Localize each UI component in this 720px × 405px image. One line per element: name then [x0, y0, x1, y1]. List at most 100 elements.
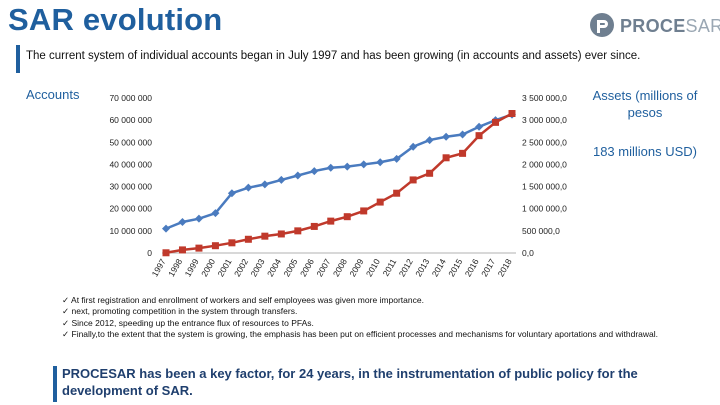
left-axis-tick-label: 40 000 000: [109, 159, 152, 169]
logo-bold: PROCE: [620, 16, 686, 36]
data-point-assets: [459, 149, 467, 157]
data-point-accounts: [409, 142, 418, 151]
data-point-assets: [409, 176, 417, 184]
bullet-text: next, promoting competition in the syste…: [71, 306, 298, 317]
right-axis-tick-label: 3 000 000,0: [522, 115, 567, 125]
data-point-accounts: [211, 209, 220, 218]
data-point-assets: [508, 110, 516, 117]
data-point-accounts: [475, 122, 484, 131]
data-point-accounts: [458, 130, 467, 139]
x-axis-tick-label: 2008: [331, 257, 349, 279]
subtitle-accent-bar: [16, 45, 20, 73]
x-axis-tick-label: 2016: [463, 257, 481, 279]
data-point-accounts: [244, 183, 253, 192]
data-point-assets: [343, 213, 351, 221]
data-point-assets: [277, 230, 285, 238]
check-icon: ✓: [62, 328, 70, 339]
usd-label: 183 millions USD): [592, 144, 698, 159]
x-axis-tick-label: 2002: [232, 257, 250, 279]
left-axis-tick-label: 10 000 000: [109, 226, 152, 236]
data-point-accounts: [343, 162, 352, 171]
data-point-accounts: [227, 189, 236, 198]
left-axis-tick-label: 50 000 000: [109, 137, 152, 147]
x-axis-tick-label: 2012: [397, 257, 415, 279]
bullet-item: ✓ At first registration and enrollment o…: [62, 295, 702, 306]
data-point-assets: [360, 207, 368, 215]
data-point-accounts: [178, 218, 187, 226]
data-point-accounts: [310, 167, 319, 176]
x-axis-tick-label: 2004: [265, 257, 283, 279]
right-axis-tick-label: 3 500 000,0: [522, 93, 567, 103]
bullet-text: Since 2012, speeding up the entrance flu…: [71, 317, 314, 328]
data-point-accounts: [162, 224, 170, 233]
data-point-accounts: [194, 214, 203, 223]
data-point-assets: [211, 242, 219, 250]
data-point-assets: [426, 169, 434, 177]
left-axis-tick-label: 30 000 000: [109, 182, 152, 192]
right-axis-tick-label: 1 000 000,0: [522, 204, 567, 214]
series-line-accounts: [165, 113, 513, 230]
x-axis-tick-label: 2011: [381, 257, 399, 278]
x-axis-tick-label: 2003: [248, 257, 266, 279]
x-axis-tick-label: 2005: [281, 257, 299, 279]
assets-label: Assets (millions of pesos: [592, 88, 698, 120]
data-point-assets: [393, 189, 401, 197]
right-axis-tick-label: 1 500 000,0: [522, 182, 567, 192]
footer-accent-bar: [53, 366, 57, 402]
x-axis-tick-label: 2007: [314, 257, 332, 279]
data-point-assets: [294, 227, 302, 235]
x-axis-tick-label: 2014: [430, 257, 448, 279]
procesar-logo-icon: [590, 13, 614, 37]
data-point-accounts: [277, 175, 286, 184]
page-title: SAR evolution: [8, 2, 223, 37]
accounts-label: Accounts: [26, 87, 80, 102]
bullet-item: ✓ Finally,to the extent that the system …: [62, 329, 702, 340]
x-axis-tick-label: 2015: [446, 257, 464, 279]
left-axis-tick-label: 20 000 000: [109, 204, 152, 214]
x-axis-tick-label: 2001: [216, 257, 234, 279]
x-axis-tick-label: 2010: [364, 257, 382, 279]
data-point-assets: [195, 244, 203, 252]
right-axis-tick-label: 2 000 000,0: [522, 159, 567, 169]
left-axis-tick-label: 70 000 000: [109, 93, 152, 103]
data-point-accounts: [425, 136, 434, 145]
bullet-item: ✓ next, promoting competition in the sys…: [62, 306, 702, 317]
data-point-accounts: [376, 158, 385, 167]
x-axis-tick-label: 1999: [183, 257, 201, 279]
check-icon: ✓: [62, 306, 70, 317]
data-point-accounts: [359, 160, 368, 169]
data-point-assets: [310, 222, 318, 230]
data-point-assets: [376, 198, 384, 206]
data-point-assets: [244, 235, 252, 243]
bullet-item: ✓ Since 2012, speeding up the entrance f…: [62, 318, 702, 329]
data-point-assets: [492, 118, 500, 126]
data-point-assets: [228, 239, 236, 247]
data-point-accounts: [392, 154, 401, 163]
x-axis-tick-label: 1998: [166, 257, 184, 279]
data-point-assets: [178, 246, 186, 254]
x-axis-tick-label: 2009: [347, 257, 365, 279]
data-point-assets: [475, 132, 483, 140]
data-point-accounts: [326, 163, 335, 172]
data-point-accounts: [260, 180, 269, 189]
data-point-accounts: [293, 171, 302, 180]
procesar-logo: PROCESAR: [620, 16, 720, 37]
x-axis-tick-label: 2013: [413, 257, 431, 279]
data-point-assets: [442, 154, 450, 162]
left-axis-tick-label: 60 000 000: [109, 115, 152, 125]
x-axis-tick-label: 2006: [298, 257, 316, 279]
right-axis-tick-label: 0,0: [522, 248, 534, 258]
x-axis-tick-label: 1997: [150, 257, 168, 279]
data-point-accounts: [442, 132, 451, 141]
x-axis-tick-label: 2018: [496, 257, 514, 279]
logo-light: SAR: [685, 16, 720, 36]
left-axis-tick-label: 0: [147, 248, 152, 258]
data-point-assets: [162, 249, 170, 257]
footer-statement: PROCESAR has been a key factor, for 24 y…: [62, 366, 638, 398]
data-point-assets: [261, 232, 269, 240]
x-axis-tick-label: 2017: [479, 257, 497, 279]
check-icon: ✓: [62, 317, 70, 328]
right-axis-tick-label: 500 000,0: [522, 226, 560, 236]
data-point-assets: [327, 217, 335, 225]
check-icon: ✓: [62, 295, 70, 305]
